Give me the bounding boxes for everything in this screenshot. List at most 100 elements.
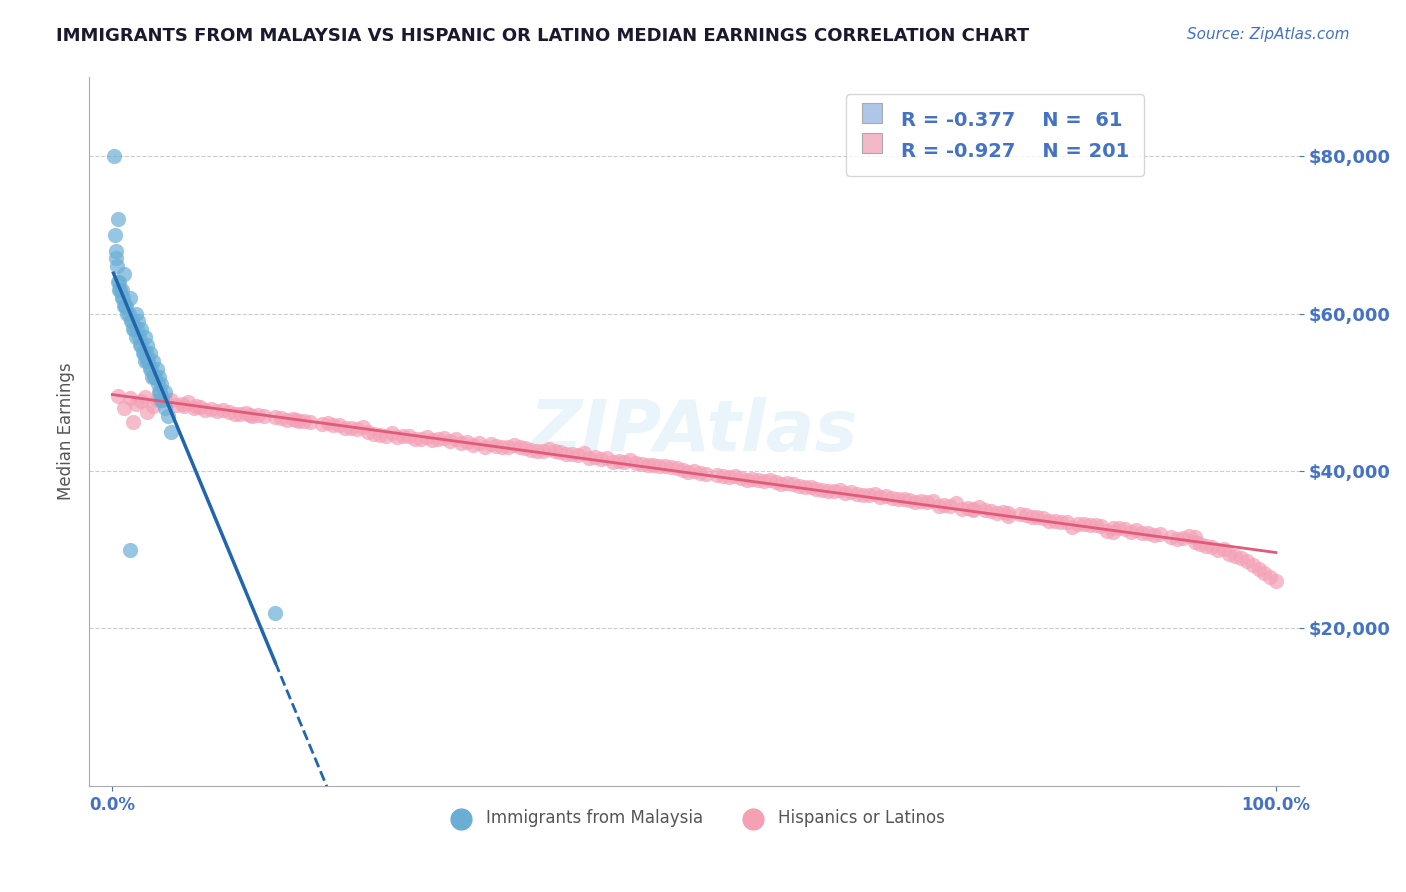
Point [118, 391, 141, 405]
Point [1084, 518, 1107, 533]
Point [328, 417, 350, 432]
Point [1026, 509, 1049, 524]
Point [105, 260, 128, 274]
Point [689, 466, 711, 480]
Point [264, 410, 287, 425]
Point [157, 409, 180, 423]
Point [153, 385, 176, 400]
Point [150, 393, 173, 408]
Point [724, 469, 747, 483]
Point [730, 471, 752, 485]
Point [770, 476, 793, 491]
Point [107, 389, 129, 403]
Point [135, 346, 157, 360]
Point [491, 441, 513, 455]
Point [671, 463, 693, 477]
Point [1253, 566, 1275, 581]
Point [643, 458, 665, 472]
Point [104, 244, 127, 258]
Point [143, 369, 166, 384]
Point [898, 493, 921, 508]
Text: Source: ZipAtlas.com: Source: ZipAtlas.com [1187, 27, 1350, 42]
Point [240, 409, 263, 423]
Point [409, 433, 432, 447]
Point [509, 441, 531, 455]
Point [741, 472, 763, 486]
Point [799, 480, 821, 494]
Point [1062, 520, 1084, 534]
Point [150, 377, 173, 392]
Point [1038, 514, 1060, 528]
Point [439, 434, 461, 448]
Point [340, 421, 363, 435]
Point [461, 438, 484, 452]
Point [1236, 554, 1258, 568]
Point [374, 429, 396, 443]
Point [1032, 511, 1054, 525]
Point [104, 252, 127, 266]
Point [136, 353, 159, 368]
Point [159, 425, 181, 439]
Point [583, 450, 606, 464]
Point [134, 330, 156, 344]
Point [125, 322, 148, 336]
Point [316, 416, 339, 430]
Point [1184, 534, 1206, 549]
Point [654, 459, 676, 474]
Point [183, 401, 205, 415]
Point [148, 385, 170, 400]
Point [613, 455, 636, 469]
Point [124, 397, 146, 411]
Point [205, 404, 228, 418]
Point [887, 492, 910, 507]
Text: ZIPAtlas: ZIPAtlas [530, 397, 859, 467]
Point [619, 453, 641, 467]
Point [112, 267, 135, 281]
Point [129, 338, 152, 352]
Point [299, 415, 322, 429]
Point [1043, 514, 1066, 528]
Point [752, 474, 775, 488]
Point [1206, 542, 1229, 557]
Point [747, 473, 769, 487]
Point [706, 467, 728, 482]
Legend: Immigrants from Malaysia, Hispanics or Latinos: Immigrants from Malaysia, Hispanics or L… [437, 803, 952, 834]
Point [427, 433, 450, 447]
Point [281, 412, 304, 426]
Point [863, 487, 886, 501]
Point [252, 409, 274, 423]
Point [1143, 527, 1166, 541]
Point [132, 346, 155, 360]
Point [110, 283, 132, 297]
Point [1265, 574, 1288, 589]
Point [1125, 523, 1147, 537]
Point [1218, 547, 1240, 561]
Point [474, 441, 496, 455]
Point [276, 413, 298, 427]
Point [311, 417, 333, 431]
Point [131, 346, 153, 360]
Point [846, 487, 869, 501]
Point [381, 426, 404, 441]
Point [934, 498, 956, 512]
Point [108, 275, 131, 289]
Point [122, 415, 145, 429]
Point [596, 451, 619, 466]
Point [520, 442, 543, 457]
Point [1056, 515, 1078, 529]
Point [117, 307, 139, 321]
Point [239, 408, 262, 422]
Point [555, 447, 578, 461]
Point [962, 501, 984, 516]
Point [229, 407, 252, 421]
Point [118, 291, 141, 305]
Point [153, 401, 176, 415]
Point [212, 403, 235, 417]
Point [142, 400, 165, 414]
Point [322, 418, 344, 433]
Point [108, 283, 131, 297]
Point [1184, 530, 1206, 544]
Point [543, 444, 565, 458]
Point [834, 486, 856, 500]
Point [146, 377, 169, 392]
